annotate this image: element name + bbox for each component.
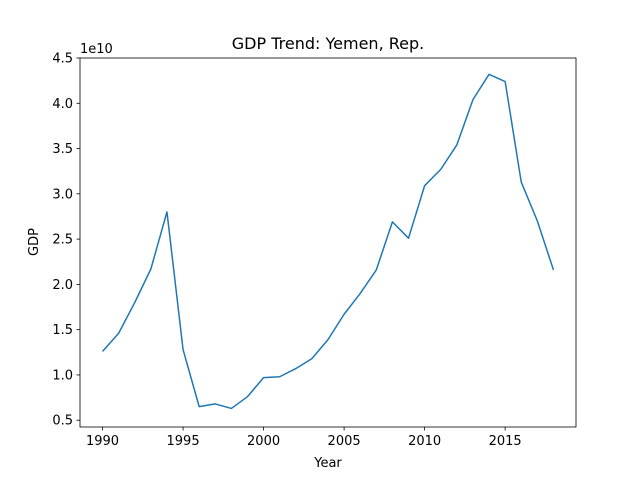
y-tick-label-2.5: 2.5 [52, 233, 73, 248]
plot-frame [79, 57, 577, 428]
y-axis-label: GDP [27, 228, 42, 256]
x-tick-label-2015: 2015 [489, 434, 522, 449]
series-line-0 [101, 73, 555, 410]
y-tick-label-3.5: 3.5 [52, 142, 73, 157]
x-tick-label-2000: 2000 [247, 434, 280, 449]
x-tick-label-2005: 2005 [328, 434, 361, 449]
x-axis-label: Year [313, 456, 342, 471]
y-tick-label-3.0: 3.0 [52, 187, 73, 202]
y-offset-text: 1e10 [80, 42, 113, 57]
chart-title: GDP Trend: Yemen, Rep. [232, 34, 424, 53]
y-tick-label-1.5: 1.5 [52, 323, 73, 338]
y-tick-label-2.0: 2.0 [52, 278, 73, 293]
x-tick-label-1990: 1990 [86, 434, 119, 449]
y-tick-label-0.5: 0.5 [52, 414, 73, 429]
x-tick-label-1995: 1995 [167, 434, 200, 449]
y-tick-label-1.0: 1.0 [52, 368, 73, 383]
y-tick-label-4.0: 4.0 [52, 97, 73, 112]
y-tick-label-4.5: 4.5 [52, 52, 73, 67]
x-tick-label-2010: 2010 [408, 434, 441, 449]
